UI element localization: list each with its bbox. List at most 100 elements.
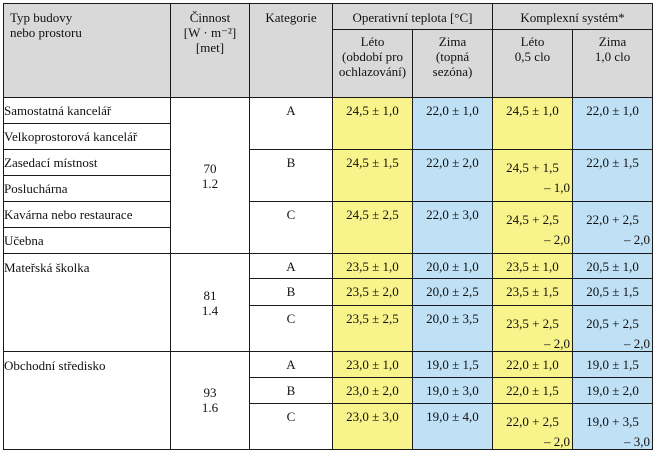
op-summer-value: 23,0 ± 1,0 — [346, 356, 399, 372]
op-summer-value: 24,5 ± 1,5 — [346, 155, 399, 171]
cx-winter-cell: 20,5 ± 1,5 — [571, 278, 654, 306]
cx-summer-line2: – 1,0 — [544, 180, 570, 196]
cx-winter-line1: 20,5 + 2,5 — [586, 315, 639, 331]
op-winter-cell: 22,0 ± 1,0 — [412, 96, 493, 151]
building-name: Mateřská školka — [4, 260, 90, 276]
header-building-type-line2: nebo prostoru — [10, 25, 82, 40]
op-winter-value: 22,0 ± 1,0 — [426, 103, 479, 118]
activity-met: 1.4 — [201, 302, 219, 318]
header-category: Kategorie — [249, 3, 333, 98]
op-winter-value: 20,0 ± 2,5 — [426, 284, 479, 300]
activity-w: 70 — [203, 160, 217, 176]
cx-winter-value: 19,0 ± 2,0 — [586, 382, 639, 398]
op-summer-cell: 23,0 ± 3,0 — [332, 402, 413, 451]
op-summer-cell: 23,5 ± 2,5 — [332, 304, 413, 352]
op-winter-cell: 20,0 ± 1,0 — [412, 253, 493, 280]
category-cell: C — [249, 402, 333, 451]
cx-summer-value: 23,5 + 2,5 – 2,0 — [494, 306, 572, 351]
op-winter-cell: 22,0 ± 3,0 — [412, 201, 493, 255]
op-winter-value: 19,0 ± 4,0 — [426, 408, 479, 424]
header-building-type: Typ budovy nebo prostoru — [3, 3, 171, 98]
header-operative-temperature-label: Operativní teplota [°C] — [352, 10, 473, 25]
cx-summer-line2: – 2,0 — [544, 335, 570, 351]
cx-summer-line1: 23,5 + 2,5 — [506, 315, 559, 331]
header-activity: Činnost [W · m⁻²] [met] — [170, 3, 250, 98]
comfort-temperature-table: Typ budovy nebo prostoru Činnost [W · m⁻²]… — [3, 3, 654, 451]
header-activity-line3: [met] — [195, 40, 225, 55]
cx-winter-cell: 22,0 ± 1,5 — [571, 149, 654, 203]
activity-met: 1.2 — [201, 175, 219, 191]
cx-winter-line1: 19,0 + 3,5 — [586, 413, 639, 429]
cx-winter-value: 20,5 ± 1,0 — [586, 259, 639, 275]
category-label: B — [286, 155, 296, 171]
category-label: B — [286, 284, 296, 300]
op-summer-cell: 24,5 ± 2,5 — [332, 201, 413, 255]
op-summer-cell: 23,0 ± 1,0 — [332, 350, 413, 378]
cx-winter-line2: – 3,0 — [624, 433, 651, 449]
cx-winter-line1: 22,0 + 2,5 — [586, 212, 639, 228]
op-summer-value: 23,5 ± 1,0 — [346, 259, 399, 275]
op-winter-cell: 19,0 ± 3,0 — [412, 376, 493, 404]
category-cell: A — [249, 350, 333, 378]
cx-summer-cell: 24,5 + 2,5 – 2,0 — [492, 201, 573, 255]
cx-summer-line1: 24,5 + 1,5 — [506, 160, 559, 176]
subheader-op-winter-l1: Zima — [438, 34, 467, 49]
building-name-cell: Obchodní středisko — [3, 350, 171, 451]
header-complex-system: Komplexní systém* — [491, 3, 654, 30]
cx-summer-value: 22,0 + 2,5 – 2,0 — [494, 404, 572, 449]
cx-summer-cell: 24,5 + 1,5 – 1,0 — [492, 149, 573, 203]
subheader-cx-winter-l1: Zima — [598, 34, 627, 49]
building-name: Posluchárna — [3, 175, 171, 203]
op-summer-cell: 23,5 ± 1,0 — [332, 253, 413, 280]
cx-summer-line2: – 2,0 — [544, 433, 570, 449]
cx-winter-cell: 19,0 ± 1,5 — [571, 350, 654, 378]
op-summer-cell: 23,5 ± 2,0 — [332, 278, 413, 306]
category-label: A — [286, 259, 296, 275]
activity-w: 81 — [203, 287, 217, 303]
op-summer-value: 24,5 ± 1,0 — [346, 103, 399, 118]
header-activity-line1: Činnost — [189, 10, 231, 25]
cx-summer-line2: – 2,0 — [544, 232, 570, 248]
op-summer-value: 24,5 ± 2,5 — [346, 207, 399, 223]
subheader-op-summer: Léto (období pro ochlazování) — [332, 29, 413, 98]
category-cell: A — [249, 96, 333, 151]
op-winter-cell: 19,0 ± 1,5 — [412, 350, 493, 378]
activity-cell: 70 1.2 — [170, 96, 250, 255]
subheader-cx-summer: Léto 0,5 clo — [492, 29, 573, 98]
category-cell: C — [249, 304, 333, 352]
cx-summer-cell: 23,5 + 2,5 – 2,0 — [492, 304, 573, 352]
cx-summer-line1: 22,0 + 2,5 — [506, 413, 559, 429]
category-cell: C — [249, 201, 333, 255]
cx-winter-cell: 22,0 + 2,5 – 2,0 — [571, 201, 654, 255]
category-label: C — [286, 310, 296, 326]
header-building-type-line1: Typ budovy — [10, 10, 73, 25]
cx-summer-value: 23,5 ± 1,0 — [506, 259, 559, 275]
subheader-op-winter-l2: (topná — [435, 49, 470, 64]
op-winter-value: 22,0 ± 3,0 — [426, 207, 479, 223]
op-winter-value: 20,0 ± 3,5 — [426, 310, 479, 326]
op-winter-cell: 19,0 ± 4,0 — [412, 402, 493, 451]
cx-winter-value: 19,0 + 3,5 – 3,0 — [574, 404, 652, 449]
header-category-label: Kategorie — [265, 10, 317, 25]
activity-cell: 93 1.6 — [170, 350, 250, 451]
subheader-op-winter-l3: sezóna) — [432, 64, 473, 79]
op-winter-cell: 22,0 ± 2,0 — [412, 149, 493, 203]
header-operative-temperature: Operativní teplota [°C] — [332, 3, 493, 30]
subheader-op-summer-l3: ochlazování) — [338, 64, 407, 79]
activity-cell: 81 1.4 — [170, 253, 250, 352]
cx-winter-cell: 20,5 + 2,5 – 2,0 — [571, 304, 654, 352]
building-name: Samostatná kancelář — [3, 96, 171, 125]
cx-winter-value: 20,5 + 2,5 – 2,0 — [574, 306, 652, 351]
cx-winter-cell: 19,0 ± 2,0 — [571, 376, 654, 404]
cx-summer-cell: 23,5 ± 1,5 — [492, 278, 573, 306]
op-summer-value: 23,0 ± 3,0 — [346, 408, 399, 424]
cx-winter-value: 20,5 ± 1,5 — [586, 284, 639, 300]
op-summer-cell: 24,5 ± 1,0 — [332, 96, 413, 151]
building-name: Kavárna nebo restaurace — [3, 201, 171, 229]
building-name-cell: Mateřská školka — [3, 253, 171, 352]
op-winter-value: 22,0 ± 2,0 — [426, 155, 479, 171]
subheader-op-winter: Zima (topná sezóna) — [412, 29, 493, 98]
building-name: Velkoprostorová kancelář — [3, 123, 171, 151]
category-label: A — [286, 356, 296, 372]
op-winter-value: 20,0 ± 1,0 — [426, 259, 479, 275]
